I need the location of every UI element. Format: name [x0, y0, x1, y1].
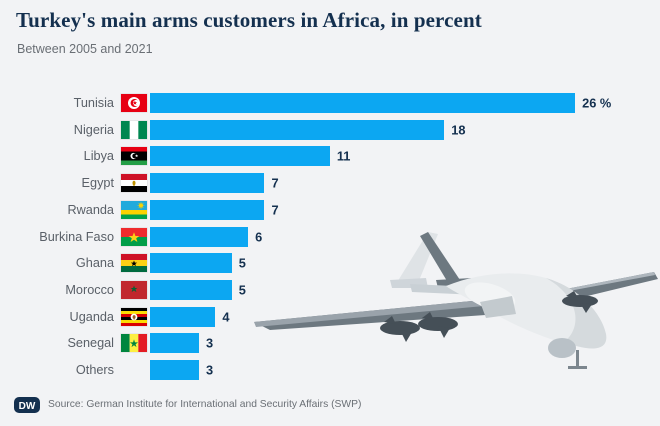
footer: DW Source: German Institute for Internat… — [0, 394, 660, 426]
bar — [150, 333, 200, 354]
bar-row: Tunisia 26 % — [0, 93, 660, 113]
bar-category-label: Uganda — [69, 309, 114, 324]
bar — [150, 119, 445, 140]
page-title: Turkey's main arms customers in Africa, … — [16, 8, 482, 32]
bar-row: Morocco 5 — [0, 279, 660, 300]
libya-flag — [121, 147, 147, 166]
bar-value-label: 5 — [238, 282, 246, 298]
bar-row: Rwanda 7 — [0, 199, 660, 220]
bar-chart-plot-area: Tunisia 26 % Nigeria 18 Libya 11 Egypt 7 Rwanda 7… — [0, 88, 660, 388]
ghana-flag — [121, 254, 147, 273]
nigeria-flag — [121, 120, 147, 139]
bar-row: Egypt 7 — [0, 173, 660, 194]
bar-category-label: Burkina Faso — [39, 229, 114, 244]
bar-category-label: Rwanda — [67, 202, 114, 217]
bar — [150, 226, 249, 247]
bar-value-label: 7 — [271, 202, 279, 218]
bar-row: Ghana 5 — [0, 253, 660, 274]
bar-value-label: 3 — [206, 362, 214, 378]
morocco-flag — [121, 280, 147, 299]
bar-value-label: 7 — [271, 175, 279, 191]
dw-logo: DW — [14, 397, 40, 413]
bar-row: Uganda 4 — [0, 306, 660, 327]
uganda-flag — [121, 307, 147, 326]
chart-subtitle: Between 2005 and 2021 — [17, 42, 153, 56]
bar-row: Senegal 3 — [0, 333, 660, 354]
bar-value-label: 5 — [238, 255, 246, 271]
rwanda-flag — [121, 200, 147, 219]
bar — [150, 173, 265, 194]
bar-category-label: Egypt — [81, 176, 114, 191]
bar — [150, 199, 265, 220]
bar-category-label: Others — [75, 363, 114, 377]
senegal-flag — [121, 334, 147, 353]
bar-row: Nigeria 18 — [0, 119, 660, 140]
bar-row: Libya 11 — [0, 146, 660, 167]
burkina-faso-flag — [121, 227, 147, 246]
bar-category-label: Senegal — [67, 336, 114, 351]
bar-category-label: Ghana — [75, 256, 114, 271]
bar-value-label: 4 — [222, 309, 230, 325]
bar-row: Burkina Faso 6 — [0, 226, 660, 247]
tunisia-flag — [121, 94, 147, 112]
source-note: Source: German Institute for Internation… — [48, 399, 362, 410]
bar-value-label: 6 — [255, 229, 263, 244]
egypt-flag — [121, 174, 147, 193]
bar-category-label: Morocco — [65, 282, 114, 297]
bar-row: Others 3 — [0, 360, 660, 380]
bar — [150, 279, 232, 300]
bar-value-label: 18 — [451, 122, 466, 138]
bar-value-label: 3 — [206, 335, 214, 351]
bar — [150, 93, 576, 113]
bar — [150, 146, 330, 167]
bar — [150, 306, 216, 327]
bar-value-label: 26 % — [582, 95, 612, 111]
svg-text:DW: DW — [19, 401, 36, 412]
bar-category-label: Libya — [83, 149, 114, 164]
bar-value-label: 11 — [336, 148, 351, 164]
bar — [150, 360, 200, 380]
bar — [150, 253, 232, 274]
bar-category-label: Nigeria — [73, 122, 114, 137]
bar-category-label: Tunisia — [73, 96, 114, 110]
